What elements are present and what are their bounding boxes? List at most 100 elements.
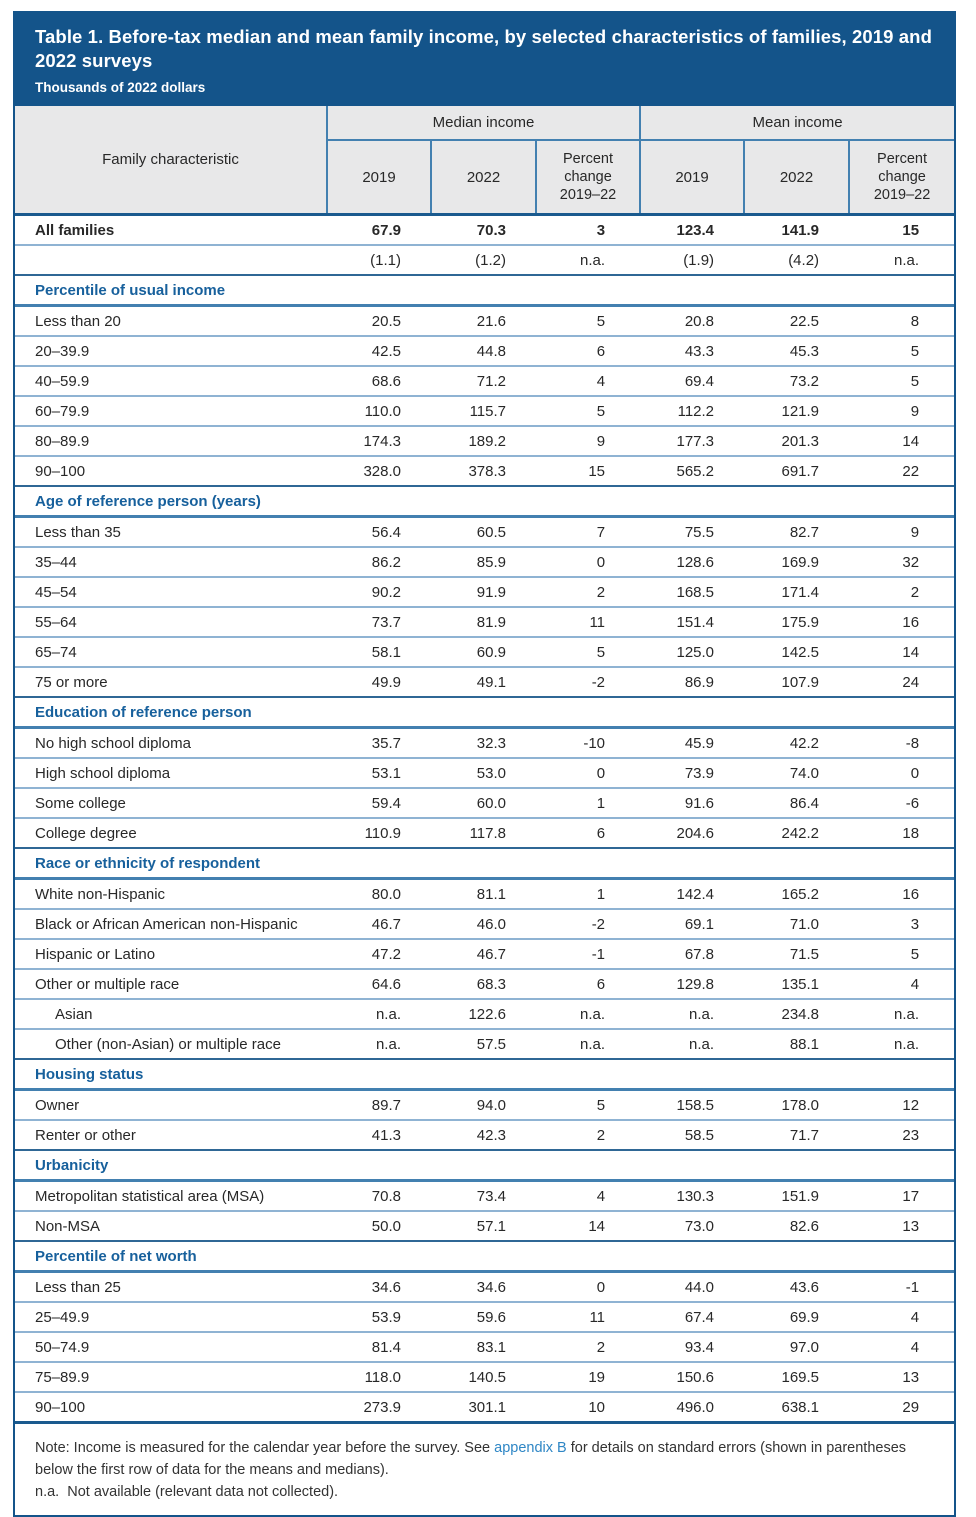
income-table: Family characteristic Median income Mean… (15, 106, 955, 1421)
section-header-label: Urbanicity (35, 1156, 109, 1174)
row-label: Other or multiple race (35, 975, 180, 993)
row-label: Less than 20 (35, 312, 121, 330)
row-label: Owner (35, 1096, 80, 1114)
cell-value: 0 (596, 553, 606, 571)
cell-value: 58.5 (684, 1126, 715, 1144)
table-row: 65–74 58.1 60.9 5 125.0 142.5 14 (15, 637, 955, 667)
cell-value: 57.1 (476, 1217, 506, 1235)
cell-value: 94.0 (476, 1096, 506, 1114)
cell-value: (4.2) (788, 251, 820, 269)
cell-value: 24 (902, 673, 920, 691)
cell-value: 158.5 (676, 1096, 715, 1114)
row-label: 25–49.9 (35, 1308, 90, 1326)
cell-value: 88.1 (789, 1035, 820, 1053)
cell-value: 378.3 (468, 462, 506, 480)
col-header-median-2019: 2019 (326, 140, 431, 215)
cell-value: 82.6 (789, 1217, 820, 1235)
cell-value: n.a. (375, 1005, 401, 1023)
cell-value: (1.2) (475, 251, 506, 269)
cell-value: 638.1 (781, 1398, 820, 1416)
cell-value: 46.7 (476, 945, 506, 963)
table-row: 75–89.9 118.0 140.5 19 150.6 169.5 13 (15, 1362, 955, 1392)
row-label: Metropolitan statistical area (MSA) (35, 1187, 265, 1205)
cell-value: 16 (902, 885, 920, 903)
cell-value: 178.0 (781, 1096, 820, 1114)
section-header-label: Percentile of usual income (35, 281, 226, 299)
row-label: No high school diploma (35, 734, 191, 752)
section-header-label: Age of reference person (years) (35, 492, 261, 510)
table-row: College degree 110.9 117.8 6 204.6 242.2 18 (15, 818, 955, 848)
cell-value: 85.9 (476, 553, 506, 571)
cell-value: -10 (583, 734, 606, 752)
cell-value: 6 (596, 975, 606, 993)
cell-value: 189.2 (468, 432, 506, 450)
cell-value: 171.4 (781, 583, 820, 601)
cell-value: 74.0 (789, 764, 820, 782)
table-row: Owner 89.7 94.0 5 158.5 178.0 12 (15, 1089, 955, 1121)
section-header-row: Percentile of net worth (15, 1241, 955, 1272)
cell-value: -2 (591, 915, 606, 933)
cell-value: 44.0 (684, 1278, 715, 1296)
cell-value: 22.5 (789, 312, 820, 330)
cell-value: 53.0 (476, 764, 506, 782)
cell-value: 34.6 (371, 1278, 401, 1296)
cell-value: 242.2 (781, 824, 820, 842)
cell-value: 110.0 (364, 402, 401, 420)
cell-value: 81.1 (476, 885, 506, 903)
cell-value: 70.3 (476, 221, 506, 239)
cell-value: 32 (902, 553, 920, 571)
cell-value: 118.0 (364, 1368, 401, 1386)
cell-value: 5 (596, 1096, 606, 1114)
cell-value: 42.5 (371, 342, 401, 360)
cell-value: 4 (596, 1187, 606, 1205)
cell-value: 49.9 (371, 673, 401, 691)
cell-value: 125.0 (676, 643, 715, 661)
cell-value: 80.0 (371, 885, 401, 903)
table-row: Less than 20 20.5 21.6 5 20.8 22.5 8 (15, 305, 955, 337)
cell-value: 107.9 (781, 673, 820, 691)
cell-value: 86.2 (371, 553, 401, 571)
cell-value: 10 (588, 1398, 606, 1416)
table-row: Some college 59.4 60.0 1 91.6 86.4 -6 (15, 788, 955, 818)
cell-value: 123.4 (676, 221, 715, 239)
row-label: 65–74 (35, 643, 77, 661)
cell-value: 75.5 (684, 523, 715, 541)
table-row: 80–89.9 174.3 189.2 9 177.3 201.3 14 (15, 426, 955, 456)
cell-value: 91.9 (476, 583, 506, 601)
cell-value: 151.9 (781, 1187, 820, 1205)
cell-value: 11 (589, 1308, 606, 1326)
section-header-row: Housing status (15, 1059, 955, 1090)
row-label: 90–100 (35, 462, 86, 480)
cell-value: 4 (596, 372, 606, 390)
group-header-mean-income: Mean income (639, 106, 955, 141)
cell-value: 18 (902, 824, 920, 842)
cell-value: 42.2 (789, 734, 820, 752)
cell-value: 91.6 (684, 794, 715, 812)
cell-value: 68.3 (476, 975, 506, 993)
cell-value: 165.2 (781, 885, 820, 903)
cell-value: 175.9 (781, 613, 820, 631)
appendix-b-link[interactable]: appendix B (494, 1440, 567, 1456)
row-label: 40–59.9 (35, 372, 90, 390)
cell-value: 45.3 (789, 342, 820, 360)
col-header-family-characteristic: Family characteristic (15, 106, 327, 215)
cell-value: 56.4 (371, 523, 401, 541)
cell-value: 29 (902, 1398, 920, 1416)
cell-value: n.a. (689, 1035, 715, 1053)
cell-value: 11 (589, 613, 606, 631)
cell-value: 15 (588, 462, 606, 480)
table-row: 50–74.9 81.4 83.1 2 93.4 97.0 4 (15, 1332, 955, 1362)
cell-value: 6 (596, 824, 606, 842)
note-section: Note: Income is measured for the calenda… (15, 1421, 954, 1515)
col-header-mean-percent-change: Percent change 2019–22 (848, 140, 955, 215)
cell-value: 2 (596, 1338, 606, 1356)
cell-value: -1 (905, 1278, 920, 1296)
row-label: 90–100 (35, 1398, 86, 1416)
cell-value: 4 (910, 1308, 920, 1326)
cell-value: 565.2 (676, 462, 715, 480)
table-row: Other or multiple race 64.6 68.3 6 129.8 135.… (15, 969, 955, 999)
group-header-row: Family characteristic Median income Mean… (15, 106, 955, 215)
row-label (15, 245, 327, 275)
cell-value: 3 (596, 221, 606, 239)
row-label: 80–89.9 (35, 432, 90, 450)
